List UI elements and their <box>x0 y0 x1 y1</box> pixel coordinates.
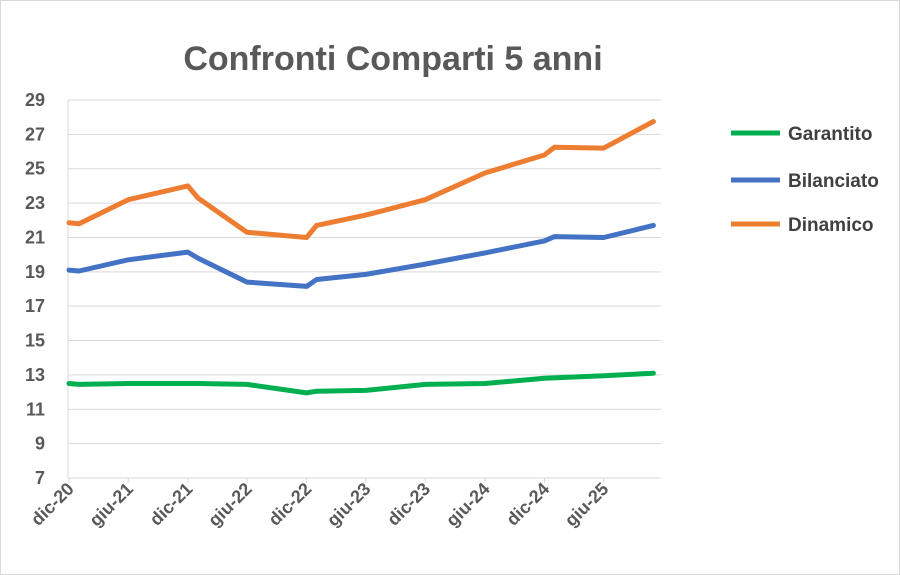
x-tick-label: giu-24 <box>442 479 494 531</box>
y-tick-label: 27 <box>25 124 45 144</box>
x-tick-label: giu-21 <box>85 479 137 531</box>
y-tick-label: 21 <box>25 227 45 247</box>
legend: Garantito Bilanciato Dinamico <box>731 124 879 236</box>
legend-item-bilanciato: Bilanciato <box>731 171 879 192</box>
y-tick-label: 15 <box>25 331 45 351</box>
y-tick-label: 29 <box>25 90 45 110</box>
grid-layer <box>67 99 661 479</box>
y-axis-ticks: 7 9 11 13 15 17 19 21 23 25 27 29 <box>25 90 45 488</box>
y-tick-label: 19 <box>25 262 45 282</box>
series-bilanciato <box>66 222 656 289</box>
x-tick-label: giu-22 <box>204 479 256 531</box>
x-tick-label: dic-21 <box>146 479 197 530</box>
series-line-garantito <box>66 370 656 396</box>
legend-label-garantito: Garantito <box>788 124 872 145</box>
legend-item-dinamico: Dinamico <box>731 215 874 236</box>
legend-label-bilanciato: Bilanciato <box>788 171 879 192</box>
y-tick-label: 17 <box>25 296 45 316</box>
y-tick-label: 9 <box>35 434 45 454</box>
x-tick-label: giu-25 <box>561 479 613 531</box>
y-tick-label: 25 <box>25 159 45 179</box>
y-tick-label: 7 <box>35 468 45 488</box>
x-tick-label: dic-23 <box>383 479 434 530</box>
series-garantito <box>66 370 656 396</box>
legend-item-garantito: Garantito <box>731 124 872 145</box>
x-tick-label: dic-24 <box>502 479 553 530</box>
x-tick-label: giu-23 <box>323 479 375 531</box>
series-dinamico <box>66 119 656 240</box>
legend-label-dinamico: Dinamico <box>788 215 874 236</box>
y-tick-label: 23 <box>25 193 45 213</box>
series-line-bilanciato <box>66 222 656 289</box>
x-axis-ticks: dic-20 giu-21 dic-21 giu-22 dic-22 giu-23 dic-… <box>27 478 613 531</box>
x-tick-label: dic-22 <box>264 479 315 530</box>
y-tick-label: 11 <box>26 399 45 419</box>
y-tick-label: 13 <box>25 365 45 385</box>
chart-title: Confronti Comparti 5 anni <box>183 40 602 78</box>
series-line-dinamico <box>66 119 656 240</box>
series-layer <box>66 119 656 396</box>
